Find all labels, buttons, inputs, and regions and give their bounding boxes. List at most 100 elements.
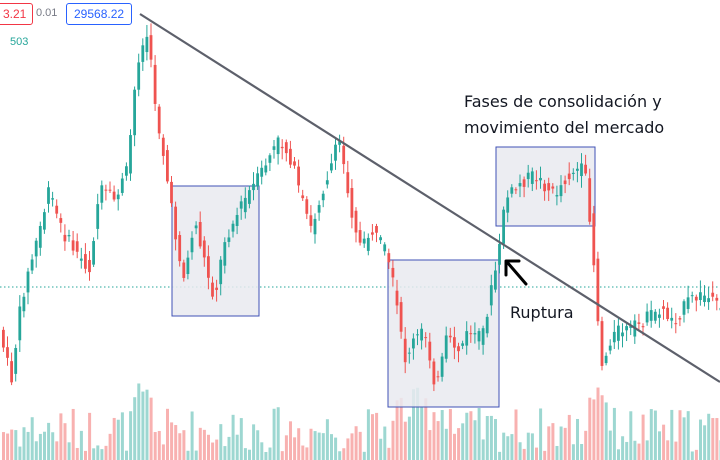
volume-bar <box>141 391 145 460</box>
volume-bar <box>395 400 399 460</box>
ask-price-badge[interactable]: 29568.22 <box>66 3 133 25</box>
volume-bar <box>436 421 440 460</box>
candle-body <box>231 223 235 232</box>
candle-body <box>342 145 346 165</box>
candle-body <box>674 323 678 325</box>
candle-body <box>670 317 674 321</box>
volume-bar <box>690 451 694 460</box>
volume-bar <box>248 449 251 460</box>
candle-body <box>67 235 71 237</box>
candle-body <box>129 135 132 174</box>
volume-bar <box>338 451 342 460</box>
candle-body <box>403 338 407 363</box>
candle-body <box>63 234 67 242</box>
candle-body <box>43 212 46 230</box>
candle-body <box>88 259 91 273</box>
volume-bar <box>276 407 280 460</box>
candle-body <box>211 282 214 297</box>
candle-body <box>477 331 481 342</box>
volume-bar <box>289 421 292 460</box>
volume-bar <box>219 424 223 460</box>
candle-body <box>608 345 612 351</box>
candle-body <box>498 243 501 265</box>
volume-bar <box>239 418 243 460</box>
candle-body <box>84 254 87 269</box>
volume-bar <box>18 446 22 460</box>
candle-body <box>567 173 571 180</box>
candle-body <box>383 244 387 252</box>
candle-body <box>682 301 686 315</box>
candle-body <box>362 238 366 244</box>
volume-bar <box>407 416 411 460</box>
candle-body <box>412 338 415 349</box>
candle-body <box>481 328 485 345</box>
volume-bar <box>555 445 559 460</box>
volume-bar <box>662 424 666 460</box>
candle-body <box>436 376 440 378</box>
volume-bar <box>469 411 473 460</box>
candle-body <box>112 191 116 200</box>
volume-bar <box>412 389 415 460</box>
volume-bar <box>133 397 137 460</box>
candle-body <box>293 161 296 166</box>
breakout-label: Ruptura <box>510 303 574 322</box>
volume-bar <box>485 416 489 460</box>
candle-body <box>502 209 505 244</box>
candle-body <box>395 290 399 306</box>
volume-bar <box>129 411 133 460</box>
candle-body <box>100 185 104 203</box>
volume-bar <box>26 431 30 460</box>
volume-bar <box>617 449 620 460</box>
candle-body <box>514 189 518 191</box>
candle-body <box>711 292 715 297</box>
volume-bar <box>444 428 448 460</box>
volume-bar <box>494 419 497 460</box>
candle-body <box>153 64 157 104</box>
volume-bar <box>387 447 391 460</box>
volume-bar <box>383 426 387 460</box>
volume-bar <box>178 433 182 460</box>
candle-body <box>264 165 268 173</box>
volume-bar <box>153 432 157 460</box>
candle-body <box>116 194 120 200</box>
candle-body <box>457 346 460 352</box>
candle-body <box>387 253 391 263</box>
volume-bar <box>510 434 514 460</box>
volume-bar <box>530 433 534 460</box>
volume-bar <box>43 431 46 460</box>
candle-body <box>547 183 551 191</box>
volume-bar <box>526 432 530 460</box>
volume-bar <box>707 413 711 460</box>
volume-bar <box>186 450 190 460</box>
volume-bar <box>321 433 325 460</box>
candle-body <box>268 155 272 163</box>
volume-bar <box>2 432 5 460</box>
candle-body <box>612 331 616 343</box>
candle-body <box>371 232 374 235</box>
candle-body <box>202 240 206 258</box>
volume-bar <box>514 409 518 460</box>
candle-body <box>440 356 444 377</box>
candle-body <box>678 318 682 320</box>
candle-body <box>174 206 177 240</box>
volume-bar <box>457 428 461 460</box>
volume-bar <box>346 438 350 460</box>
consolidation-boxes <box>171 146 596 408</box>
candle-body <box>621 332 624 337</box>
volume-bar <box>461 423 465 460</box>
candle-body <box>198 221 202 247</box>
candle-body <box>625 326 628 331</box>
bid-price-badge[interactable]: 3.21 <box>0 3 34 25</box>
volume-bar <box>145 389 149 460</box>
volume-bar <box>699 419 702 460</box>
candle-body <box>305 199 309 214</box>
volume-bar <box>194 450 198 460</box>
candle-body <box>96 204 100 229</box>
candle-body <box>592 213 596 266</box>
candle-body <box>375 226 378 233</box>
candle-body <box>424 337 428 339</box>
spread-value: 0.01 <box>36 7 58 19</box>
candle-body <box>690 295 694 297</box>
downtrend-line[interactable] <box>139 13 720 383</box>
